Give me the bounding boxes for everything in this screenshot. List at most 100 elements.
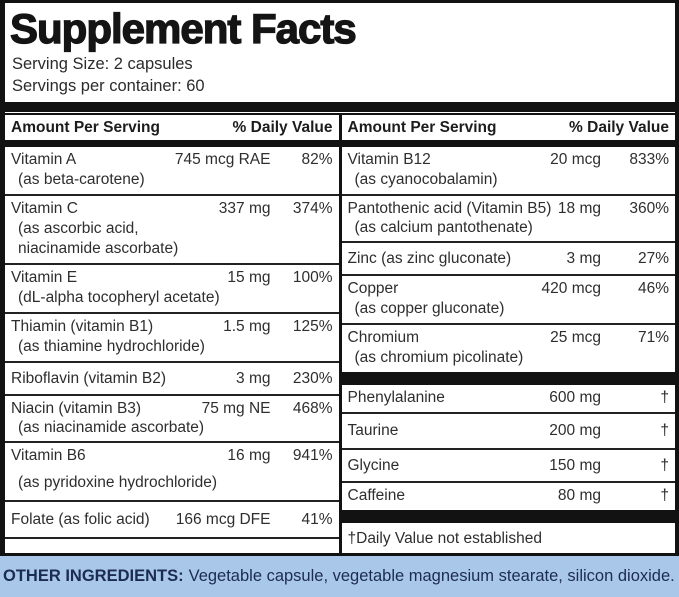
row-thiamin: Thiamin (vitamin B1) 1.5 mg 125% (as thi… <box>5 314 339 363</box>
row-vitamin-b12: Vitamin B12 20 mcg 833% (as cyanocobalam… <box>341 147 675 196</box>
amount-per-serving-header: Amount Per Serving <box>11 119 160 136</box>
nutrient-amount: 200 mg <box>549 422 601 439</box>
row-copper: Copper 420 mcg 46% (as copper gluconate) <box>341 276 675 325</box>
nutrient-name: Chromium <box>347 329 419 346</box>
daily-value-header: % Daily Value <box>569 119 669 136</box>
column-left: Amount Per Serving % Daily Value Vitamin… <box>5 115 339 553</box>
row-pantothenic-acid: Pantothenic acid (Vitamin B5) 18 mg 360%… <box>341 196 675 243</box>
other-ingredients-text: Vegetable capsule, vegetable magnesium s… <box>188 566 675 585</box>
servings-per-container: Servings per container: 60 <box>12 77 205 95</box>
column-left-header: Amount Per Serving % Daily Value <box>5 115 339 140</box>
nutrient-name: Taurine <box>347 422 399 439</box>
nutrient-name: Vitamin A <box>11 151 77 168</box>
nutrient-daily-value: 100% <box>292 269 333 286</box>
row-vitamin-c: Vitamin C 337 mg 374% (as ascorbic acid,… <box>5 196 339 265</box>
nutrient-source: (as thiamine hydrochloride) <box>18 338 205 355</box>
nutrient-name: Folate (as folic acid) <box>11 511 150 528</box>
nutrient-source: (as calcium pantothenate) <box>354 219 533 236</box>
nutrient-amount: 420 mcg <box>541 280 601 297</box>
panel-title: Supplement Facts <box>9 5 357 52</box>
nutrient-name: Copper <box>347 280 399 297</box>
nutrient-name: Riboflavin (vitamin B2) <box>11 370 167 387</box>
row-folate: Folate (as folic acid) 166 mcg DFE 41% <box>5 502 339 539</box>
nutrient-source: (dL-alpha tocopheryl acetate) <box>18 289 220 306</box>
nutrient-daily-value: 374% <box>292 200 333 217</box>
row-caffeine: Caffeine 80 mg † <box>342 483 676 510</box>
column-divider <box>338 115 342 553</box>
nutrient-amount: 745 mcg RAE <box>174 151 271 168</box>
nutrient-name: Niacin (vitamin B3) <box>11 400 142 417</box>
nutrient-daily-value: 468% <box>292 400 333 417</box>
nutrient-amount: 3 mg <box>566 250 601 267</box>
row-zinc: Zinc (as zinc gluconate) 3 mg 27% <box>341 243 675 276</box>
nutrient-daily-value: 941% <box>292 447 333 464</box>
row-taurine: Taurine 200 mg † <box>341 414 675 450</box>
nutrient-source: (as ascorbic acid, niacinamide ascorbate… <box>18 220 179 257</box>
nutrient-daily-value: † <box>660 457 669 474</box>
nutrient-amount: 166 mcg DFE <box>175 511 271 528</box>
nutrient-name: Zinc (as zinc gluconate) <box>347 250 512 267</box>
nutrient-amount: 20 mcg <box>550 151 601 168</box>
nutrient-daily-value: 71% <box>637 329 669 346</box>
nutrient-daily-value: 82% <box>301 151 333 168</box>
nutrient-name: Vitamin E <box>11 269 78 286</box>
amount-per-serving-header: Amount Per Serving <box>347 119 497 136</box>
column-right-header: Amount Per Serving % Daily Value <box>342 115 676 140</box>
supplement-facts-panel: Supplement Facts Serving Size: 2 capsule… <box>0 0 679 556</box>
nutrient-daily-value: 833% <box>629 151 669 168</box>
section-divider-bar <box>341 510 675 523</box>
nutrient-daily-value: 27% <box>637 250 669 267</box>
top-divider-gap <box>5 111 675 114</box>
header-underline-bar <box>341 140 675 147</box>
row-vitamin-b6: Vitamin B6 16 mg 941% (as pyridoxine hyd… <box>5 443 339 502</box>
nutrient-daily-value: 125% <box>292 318 333 335</box>
nutrient-amount: 150 mg <box>549 457 601 474</box>
nutrient-name: Pantothenic acid (Vitamin B5) <box>347 200 552 217</box>
column-right: Amount Per Serving % Daily Value Vitamin… <box>341 115 676 553</box>
nutrient-amount: 15 mg <box>227 269 271 286</box>
row-vitamin-e: Vitamin E 15 mg 100% (dL-alpha tocophery… <box>5 265 339 314</box>
header-underline-bar <box>5 140 339 147</box>
nutrient-amount: 600 mg <box>549 389 601 406</box>
nutrient-daily-value: 46% <box>637 280 669 297</box>
row-riboflavin: Riboflavin (vitamin B2) 3 mg 230% <box>5 363 339 396</box>
nutrient-amount: 16 mg <box>227 447 271 464</box>
daily-value-header: % Daily Value <box>232 119 333 136</box>
nutrient-name: Vitamin B6 <box>11 447 86 464</box>
row-vitamin-a: Vitamin A 745 mcg RAE 82% (as beta-carot… <box>5 147 339 196</box>
nutrient-source: (as pyridoxine hydrochloride) <box>18 474 218 491</box>
nutrient-amount: 80 mg <box>557 487 601 504</box>
nutrient-name: Thiamin (vitamin B1) <box>11 318 154 335</box>
nutrient-daily-value: 41% <box>301 511 333 528</box>
nutrient-daily-value: † <box>660 389 669 406</box>
nutrient-amount: 75 mg NE <box>201 400 271 417</box>
row-chromium: Chromium 25 mcg 71% (as chromium picolin… <box>342 325 676 372</box>
nutrient-amount: 3 mg <box>236 370 271 387</box>
nutrient-name: Phenylalanine <box>347 389 445 406</box>
nutrient-name: Glycine <box>347 457 400 474</box>
nutrient-amount: 1.5 mg <box>223 318 271 335</box>
row-niacin: Niacin (vitamin B3) 75 mg NE 468% (as ni… <box>5 396 339 443</box>
other-ingredients-label: OTHER INGREDIENTS: <box>3 566 184 585</box>
nutrient-amount: 25 mcg <box>550 329 601 346</box>
nutrient-daily-value: 230% <box>292 370 333 387</box>
nutrient-daily-value: 360% <box>629 200 669 217</box>
section-divider-bar <box>341 372 675 385</box>
nutrient-daily-value: † <box>660 422 669 439</box>
top-divider-bar <box>5 102 675 112</box>
top-divider-line <box>5 113 675 115</box>
nutrient-name: Vitamin B12 <box>347 151 431 168</box>
nutrient-source: (as niacinamide ascorbate) <box>18 419 205 436</box>
nutrient-source: (as cyanocobalamin) <box>354 171 498 188</box>
nutrient-daily-value: † <box>660 487 669 504</box>
nutrient-name: Caffeine <box>347 487 405 504</box>
serving-size: Serving Size: 2 capsules <box>12 55 193 73</box>
nutrient-amount: 337 mg <box>218 200 271 217</box>
daily-value-footnote: †Daily Value not established <box>347 530 542 547</box>
nutrient-amount: 18 mg <box>557 200 601 217</box>
nutrient-source: (as copper gluconate) <box>354 300 505 317</box>
nutrient-columns: Amount Per Serving % Daily Value Vitamin… <box>5 115 675 553</box>
other-ingredients-strip: OTHER INGREDIENTS: Vegetable capsule, ve… <box>0 556 679 597</box>
nutrient-source: (as chromium picolinate) <box>354 349 524 366</box>
row-phenylalanine: Phenylalanine 600 mg † <box>341 385 675 414</box>
